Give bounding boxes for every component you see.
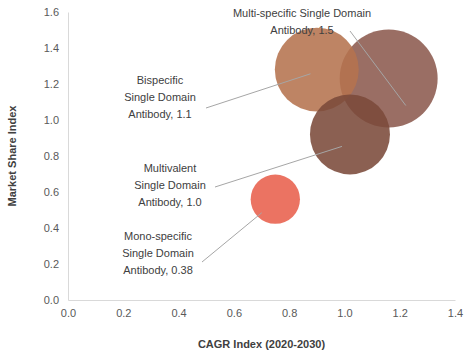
- x-tick-label: 1.2: [393, 307, 408, 319]
- x-tick: 1.2: [393, 300, 408, 319]
- leader-line: [202, 213, 262, 262]
- bubble-label: Multivalent Single Domain Antibody, 1.0: [134, 162, 206, 208]
- x-tick: 0.4: [171, 300, 186, 319]
- y-tick-label: 1.4: [44, 42, 59, 54]
- x-tick-label: 0.8: [282, 307, 297, 319]
- bubble-label: Multi-specific Single Domain Antibody, 1.…: [233, 7, 371, 36]
- y-tick-label: 1.6: [44, 6, 59, 18]
- x-tick-label: 0.2: [116, 307, 131, 319]
- y-tick-label: 0.2: [44, 258, 59, 270]
- x-tick-label: 0.4: [171, 307, 186, 319]
- x-tick-label: 0.0: [61, 307, 76, 319]
- bubble-label-line: Bispecific: [137, 74, 184, 86]
- y-axis: 0.0 0.2 0.4 0.6 0.8 1.0 1.2 1.4 1.6: [44, 6, 69, 306]
- y-tick: 1.4: [44, 42, 68, 54]
- bubble-label: Mono-specific Single Domain Antibody, 0.38: [122, 230, 194, 276]
- bubble-label-line: Antibody, 1.0: [138, 196, 201, 208]
- y-tick-label: 1.0: [44, 114, 59, 126]
- chart: 0.0 0.2 0.4 0.6 0.8 1.0 1.2 1.4 0.0 0.2 0.4 0.6 0.8 1…: [0, 0, 471, 360]
- x-tick: 0.0: [61, 300, 76, 319]
- y-axis-line: [68, 13, 69, 301]
- bubble-label-line: Single Domain: [124, 91, 196, 103]
- bubble-label-line: Antibody, 0.38: [123, 264, 193, 276]
- bubble-label-line: Antibody, 1.5: [270, 24, 333, 36]
- bubble-label-line: Mono-specific: [124, 230, 192, 242]
- y-tick-label: 0.4: [44, 222, 59, 234]
- bubble: [251, 175, 300, 224]
- bubble-label-line: Multi-specific Single Domain: [233, 7, 371, 19]
- bubble-label-line: Antibody, 1.1: [128, 108, 191, 120]
- y-tick: 1.0: [44, 114, 68, 126]
- x-tick: 0.2: [116, 300, 131, 319]
- x-tick: 0.8: [282, 300, 297, 319]
- y-axis-title: Market Share Index: [6, 105, 18, 207]
- bubbles: [251, 28, 438, 224]
- y-tick: 0.6: [44, 186, 68, 198]
- bubble-label-line: Multivalent: [144, 162, 197, 174]
- x-axis-line: [69, 300, 456, 301]
- leader-line: [215, 146, 342, 187]
- y-tick-label: 1.2: [44, 78, 59, 90]
- bubble: [310, 94, 390, 174]
- leader-line: [350, 31, 406, 106]
- bubble-label-line: Single Domain: [122, 247, 194, 259]
- annotations: Multi-specific Single Domain Antibody, 1.…: [122, 7, 406, 276]
- x-tick: 1.0: [337, 300, 352, 319]
- x-tick-label: 0.6: [227, 307, 242, 319]
- y-tick: 1.6: [44, 6, 68, 18]
- x-axis-title: CAGR Index (2020-2030): [198, 338, 325, 350]
- x-tick-label: 1.4: [448, 307, 463, 319]
- leader-line: [206, 74, 310, 108]
- y-tick: 0.2: [44, 258, 68, 270]
- x-tick: 1.4: [448, 300, 463, 319]
- x-tick-label: 1.0: [337, 307, 352, 319]
- y-tick: 1.2: [44, 78, 68, 90]
- y-tick: 0.4: [44, 222, 68, 234]
- x-tick: 0.6: [227, 300, 242, 319]
- y-tick-label: 0.6: [44, 186, 59, 198]
- x-axis: 0.0 0.2 0.4 0.6 0.8 1.0 1.2 1.4: [61, 300, 463, 319]
- y-tick-label: 0.0: [44, 294, 59, 306]
- y-tick-label: 0.8: [44, 150, 59, 162]
- bubble-label-line: Single Domain: [134, 179, 206, 191]
- y-tick: 0.8: [44, 150, 68, 162]
- y-tick: 0.0: [44, 294, 68, 306]
- bubble-label: Bispecific Single Domain Antibody, 1.1: [124, 74, 196, 120]
